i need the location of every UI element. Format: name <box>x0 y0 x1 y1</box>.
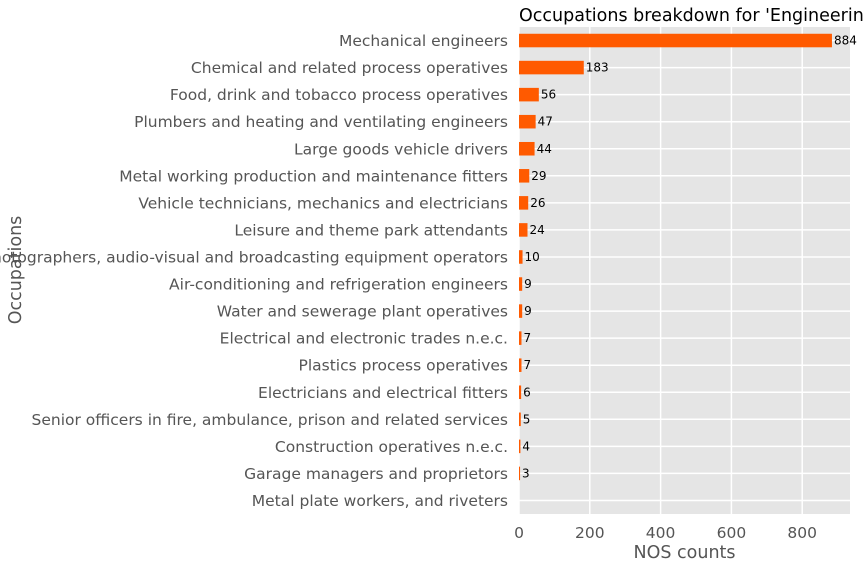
value-label: 24 <box>529 223 544 237</box>
value-label: 3 <box>522 466 530 480</box>
y-tick-label: Plumbers and heating and ventilating eng… <box>134 113 508 131</box>
value-label: 5 <box>523 412 531 426</box>
value-label: 29 <box>531 169 546 183</box>
x-tick-label: 200 <box>575 524 605 542</box>
y-tick-label: Garage managers and proprietors <box>244 465 508 483</box>
value-label: 4 <box>522 439 530 453</box>
y-tick-label: Water and sewerage plant operatives <box>217 303 508 321</box>
y-tick-label: Air-conditioning and refrigeration engin… <box>169 276 508 294</box>
y-tick-label: Mechanical engineers <box>339 32 508 50</box>
bar <box>519 385 522 400</box>
value-label: 6 <box>523 385 531 399</box>
y-tick-label: Senior officers in fire, ambulance, pris… <box>32 411 509 429</box>
y-tick-label: Electricians and electrical fitters <box>258 384 508 402</box>
y-tick-labels: Mechanical engineers Chemical and related… <box>0 32 508 510</box>
value-label: 9 <box>524 304 532 318</box>
y-tick-label: Plastics process operatives <box>298 357 508 375</box>
x-tick-label: 400 <box>646 524 676 542</box>
bar <box>519 114 536 129</box>
plot-background <box>519 27 850 514</box>
x-tick-label: 800 <box>787 524 817 542</box>
bar <box>519 439 521 454</box>
bar <box>519 60 584 75</box>
chart-title: Occupations breakdown for 'Engineering' <box>519 6 863 26</box>
value-label: 10 <box>525 250 540 264</box>
value-label: 9 <box>524 277 532 291</box>
bar <box>519 223 528 237</box>
value-labels: 884 183 56 47 44 29 26 24 10 9 9 7 7 6 5 4 3 <box>522 34 857 481</box>
y-tick-label: Large goods vehicle drivers <box>294 140 508 158</box>
bar <box>519 33 832 48</box>
y-tick-label: Construction operatives n.e.c. <box>275 438 508 456</box>
y-tick-label: Photographers, audio-visual and broadcas… <box>0 248 508 266</box>
y-tick-label: Vehicle technicians, mechanics and elect… <box>138 194 508 212</box>
y-axis-label: Occupations <box>6 216 26 325</box>
x-tick-label: 0 <box>514 524 524 542</box>
bar <box>519 277 523 291</box>
value-label: 884 <box>834 34 857 48</box>
bar <box>519 466 521 481</box>
x-tick-label: 600 <box>717 524 747 542</box>
bars <box>519 33 832 481</box>
bar <box>519 331 522 345</box>
y-tick-label: Chemical and related process operatives <box>191 59 508 77</box>
y-tick-label: Food, drink and tobacco process operativ… <box>170 86 508 104</box>
bar <box>519 141 535 156</box>
y-tick-label: Metal working production and maintenance… <box>119 167 508 185</box>
y-tick-label: Metal plate workers, and riveters <box>252 492 508 510</box>
value-label: 7 <box>523 358 531 372</box>
y-tick-label: Leisure and theme park attendants <box>234 221 508 239</box>
value-label: 47 <box>538 115 553 129</box>
bar <box>519 250 523 264</box>
bar <box>519 87 539 102</box>
x-tick-labels: 0 200 400 600 800 <box>514 524 817 542</box>
value-label: 56 <box>541 88 556 102</box>
bar <box>519 196 529 210</box>
bar <box>519 304 523 318</box>
x-axis-label: NOS counts <box>633 543 735 563</box>
bar <box>519 358 522 372</box>
value-label: 7 <box>523 331 531 345</box>
value-label: 183 <box>586 61 609 75</box>
bar <box>519 412 521 427</box>
value-label: 26 <box>530 196 545 210</box>
y-tick-label: Electrical and electronic trades n.e.c. <box>220 330 508 348</box>
bar <box>519 169 530 183</box>
value-label: 44 <box>537 142 552 156</box>
